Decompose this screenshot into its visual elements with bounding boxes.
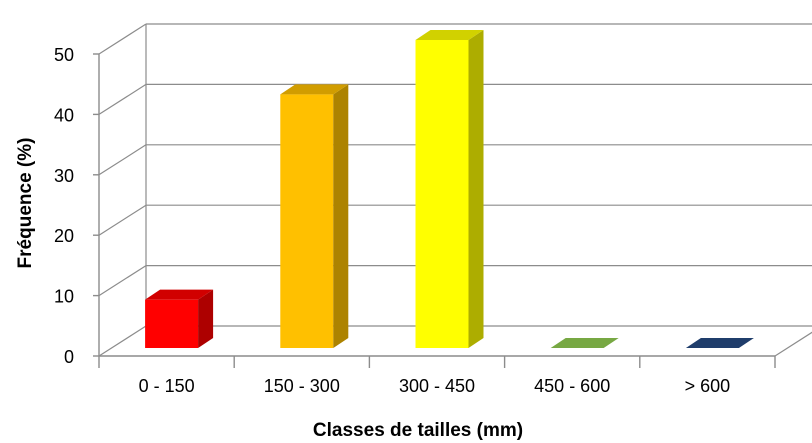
gridlines <box>98 23 812 357</box>
bar <box>685 338 754 348</box>
x-tick-label: 0 - 150 <box>139 376 195 396</box>
bar <box>145 289 214 348</box>
y-axis-title: Fréquence (%) <box>15 138 36 269</box>
bar-front <box>415 39 469 349</box>
bar-front <box>145 299 199 348</box>
y-tick-labels: 0 10 20 30 40 50 <box>54 45 74 367</box>
gridline-side <box>98 83 147 115</box>
bar <box>415 29 484 349</box>
bar-top <box>550 338 619 348</box>
gridline-side <box>98 144 147 176</box>
bar-top <box>685 338 754 348</box>
bar-top <box>280 84 349 95</box>
x-tick-label: 150 - 300 <box>264 376 340 396</box>
x-tick-label: 450 - 600 <box>534 376 610 396</box>
floor-right-edge <box>774 331 812 357</box>
bars <box>145 29 754 349</box>
x-axis-title: Classes de tailles (mm) <box>313 420 523 441</box>
bar-side <box>198 289 214 348</box>
y-tick-label: 40 <box>54 105 74 125</box>
y-tick-label: 30 <box>54 166 74 186</box>
x-tick-label: > 600 <box>685 376 731 396</box>
bar-top <box>145 289 214 300</box>
chart-walls <box>145 24 812 357</box>
axes <box>93 53 776 368</box>
y-tick-label: 10 <box>54 287 74 307</box>
x-tick-label: 300 - 450 <box>399 376 475 396</box>
gridline-side <box>98 265 147 297</box>
bar-side <box>333 84 349 348</box>
bar <box>280 84 349 348</box>
y-tick-label: 20 <box>54 226 74 246</box>
y-tick-label: 50 <box>54 45 74 65</box>
bar-front <box>280 94 334 348</box>
bar-top <box>415 29 484 40</box>
x-tick-labels: 0 - 150 150 - 300 300 - 450 450 - 600 > 600 <box>139 376 731 396</box>
gridline-side <box>98 204 147 236</box>
bar-side <box>468 29 484 349</box>
bar <box>550 338 619 348</box>
y-tick-label: 0 <box>64 347 74 367</box>
gridline-side <box>98 325 147 357</box>
gridline-side <box>98 23 147 55</box>
